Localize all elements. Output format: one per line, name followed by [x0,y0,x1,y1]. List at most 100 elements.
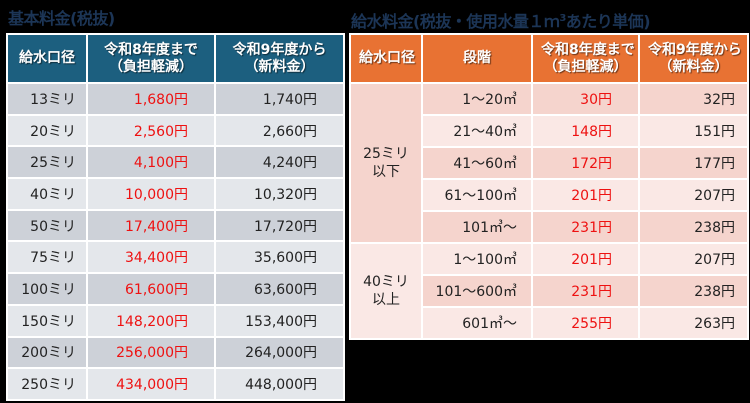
table-row: 61～100㎥ 201円 207円 [350,178,749,212]
tier-cell: 101～600㎥ [421,274,533,308]
new-price-cell: 151円 [638,114,749,148]
old-price-cell: 201円 [531,242,640,276]
usage-fee-header-row: 給水口径 段階 令和8年度まで （負担軽減） 令和9年度から （新料金） [349,33,749,84]
new-price-cell: 10,320円 [214,177,345,211]
basic-fee-table: 給水口径 令和8年度まで （負担軽減） 令和9年度から （新料金） 13ミリ 1… [6,33,345,401]
table-row: 40ミリ 以上 1～100㎥ 201円 207円 [349,242,749,340]
header-size: 給水口径 [6,33,88,84]
header-old-price: 令和8年度まで （負担軽減） [531,33,640,84]
header-new-price: 令和9年度から （新料金） [214,33,345,84]
size-cell: 13ミリ [6,82,88,116]
size-group-line2: 以下 [372,164,400,180]
table-row: 200ミリ 256,000円 264,000円 [6,335,345,370]
tier-cell: 21～40㎥ [421,114,533,148]
size-cell: 100ミリ [6,272,88,306]
new-price-cell: 263円 [638,306,749,340]
table-row: 250ミリ 434,000円 448,000円 [6,367,345,401]
header-new-line1: 令和9年度から [648,41,742,58]
old-price-cell: 1,680円 [86,82,216,116]
table-row: 75ミリ 34,400円 35,600円 [6,240,345,275]
new-price-cell: 238円 [638,210,749,244]
new-price-cell: 448,000円 [214,367,345,401]
tier-cell: 1～20㎥ [421,82,533,116]
basic-fee-title: 基本料金(税抜) [8,9,115,28]
header-new-line2: （新料金） [658,58,729,75]
new-price-cell: 177円 [638,146,749,180]
old-price-cell: 4,100円 [86,145,216,180]
tier-cell: 1～100㎥ [421,242,533,276]
new-price-cell: 153,400円 [214,303,345,338]
new-price-cell: 264,000円 [214,335,345,370]
old-price-cell: 61,600円 [86,272,216,306]
header-old-line1: 令和8年度まで [104,41,198,58]
table-row: 601㎥～ 255円 263円 [350,306,749,340]
new-price-cell: 63,600円 [214,272,345,306]
usage-fee-table: 給水口径 段階 令和8年度まで （負担軽減） 令和9年度から （新料金） 25ミ… [349,33,749,340]
basic-fee-header-row: 給水口径 令和8年度まで （負担軽減） 令和9年度から （新料金） [6,33,345,84]
header-old-line2: （負担軽減） [109,58,193,75]
header-old-line1: 令和8年度まで [541,41,635,58]
table-row: 20ミリ 2,560円 2,660円 [6,113,345,148]
old-price-cell: 148円 [531,114,640,148]
old-price-cell: 256,000円 [86,335,216,370]
size-group-cell: 25ミリ 以下 [349,82,423,244]
header-new-price: 令和9年度から （新料金） [638,33,749,84]
table-row: 13ミリ 1,680円 1,740円 [6,82,345,116]
table-row: 150ミリ 148,200円 153,400円 [6,303,345,338]
header-tier: 段階 [421,33,533,84]
old-price-cell: 172円 [531,146,640,180]
header-old-line2: （負担軽減） [543,58,628,75]
table-row: 40ミリ 10,000円 10,320円 [6,177,345,211]
size-cell: 40ミリ [6,177,88,211]
table-row: 21～40㎥ 148円 151円 [350,114,749,148]
old-price-cell: 34,400円 [86,240,216,275]
old-price-cell: 231円 [531,274,640,308]
size-cell: 20ミリ [6,113,88,148]
size-cell: 50ミリ [6,208,88,243]
new-price-cell: 2,660円 [214,113,345,148]
table-row: 101～600㎥ 231円 238円 [350,274,749,308]
old-price-cell: 17,400円 [86,208,216,243]
old-price-cell: 201円 [531,178,640,212]
header-new-line1: 令和9年度から [232,41,327,58]
usage-fee-title-main: 給水料金(税抜・使用水量１ｍ [351,12,560,31]
new-price-cell: 1,740円 [214,82,345,116]
usage-fee-title: 給水料金(税抜・使用水量１ｍ3あたり単価) [351,8,651,33]
table-row: 100ミリ 61,600円 63,600円 [6,272,345,306]
old-price-cell: 231円 [531,210,640,244]
header-new-line2: （新料金） [244,58,315,75]
old-price-cell: 148,200円 [86,303,216,338]
new-price-cell: 4,240円 [214,145,345,180]
table-row: 50ミリ 17,400円 17,720円 [6,208,345,243]
table-row: 41～60㎥ 172円 177円 [350,146,749,180]
old-price-cell: 30円 [531,82,640,116]
new-price-cell: 35,600円 [214,240,345,275]
size-group-cell: 40ミリ 以上 [349,242,423,340]
tier-cell: 41～60㎥ [421,146,533,180]
tier-cell: 601㎥～ [421,306,533,340]
table-row: 101㎥～ 231円 238円 [350,210,749,244]
size-group-line2: 以上 [372,292,400,308]
usage-fee-title-sup: 3 [559,13,566,24]
table-row: 25ミリ 4,100円 4,240円 [6,145,345,180]
new-price-cell: 17,720円 [214,208,345,243]
header-old-price: 令和8年度まで （負担軽減） [86,33,216,84]
size-group-line1: 40ミリ [363,274,409,290]
size-group-line1: 25ミリ [363,146,409,162]
size-cell: 250ミリ [6,367,88,401]
new-price-cell: 238円 [638,274,749,308]
size-cell: 75ミリ [6,240,88,275]
header-size: 給水口径 [349,33,423,84]
old-price-cell: 10,000円 [86,177,216,211]
new-price-cell: 32円 [638,82,749,116]
size-cell: 200ミリ [6,335,88,370]
new-price-cell: 207円 [638,242,749,276]
tier-cell: 61～100㎥ [421,178,533,212]
old-price-cell: 255円 [531,306,640,340]
size-cell: 25ミリ [6,145,88,180]
new-price-cell: 207円 [638,178,749,212]
usage-fee-title-tail: あたり単価) [565,12,651,31]
table-row: 25ミリ 以下 1～20㎥ 30円 32円 [349,82,749,244]
old-price-cell: 2,560円 [86,113,216,148]
tier-cell: 101㎥～ [421,210,533,244]
